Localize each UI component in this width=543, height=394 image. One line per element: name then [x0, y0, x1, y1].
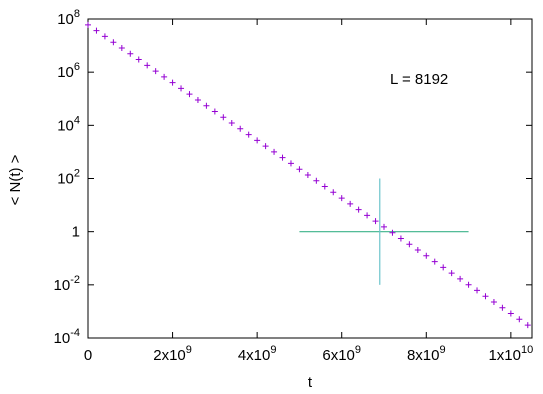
point — [338, 195, 345, 202]
y-tick-label: 10-4 — [54, 327, 80, 347]
x-axis-label: t — [308, 374, 313, 391]
point — [389, 229, 396, 236]
point — [237, 125, 244, 132]
point — [313, 177, 320, 184]
y-axis-label: < N(t) > — [7, 154, 24, 205]
point — [194, 96, 201, 103]
point — [93, 27, 100, 34]
point — [423, 252, 430, 259]
point — [135, 56, 142, 63]
point — [431, 258, 438, 265]
y-tick-label: 108 — [57, 8, 80, 28]
x-tick-label: 8x109 — [407, 344, 446, 364]
y-tick-label: 10-2 — [54, 274, 80, 294]
point — [101, 33, 108, 40]
x-tick-label: 2x109 — [153, 344, 192, 364]
point — [524, 322, 531, 329]
point — [507, 310, 514, 317]
point — [321, 183, 328, 190]
point — [516, 316, 523, 323]
x-tick-label: 4x109 — [238, 344, 277, 364]
point — [465, 281, 472, 288]
point — [220, 114, 227, 121]
y-tick-label: 102 — [57, 168, 80, 188]
point — [85, 21, 91, 28]
point — [304, 171, 311, 178]
point — [330, 189, 337, 196]
point — [245, 131, 252, 138]
x-tick-label: 0 — [84, 347, 92, 364]
point — [296, 166, 303, 173]
point — [347, 200, 354, 207]
point — [211, 108, 218, 115]
point — [203, 102, 210, 109]
point — [406, 241, 413, 248]
point — [474, 287, 481, 294]
point — [262, 143, 269, 150]
point — [254, 137, 261, 144]
point — [279, 154, 286, 161]
point — [228, 120, 235, 127]
point — [457, 275, 464, 282]
annotation: L = 8192 — [390, 71, 448, 88]
point — [490, 299, 497, 306]
point — [127, 50, 134, 57]
point — [118, 44, 125, 51]
point — [364, 212, 371, 219]
point — [178, 85, 185, 92]
point — [110, 39, 117, 46]
point — [186, 91, 193, 98]
y-tick-label: 106 — [57, 61, 80, 81]
point — [397, 235, 404, 242]
point — [381, 223, 387, 230]
plot-frame — [87, 18, 533, 339]
x-tick-label: 1x1010 — [488, 344, 533, 364]
point — [482, 293, 489, 300]
x-tick-label: 6x109 — [322, 344, 361, 364]
y-tick-label: 104 — [57, 114, 80, 134]
point — [355, 206, 362, 213]
point — [144, 62, 151, 69]
point — [448, 270, 455, 277]
point — [152, 68, 159, 75]
point — [414, 247, 421, 254]
point — [287, 160, 294, 167]
point — [271, 148, 278, 155]
point — [440, 264, 447, 271]
y-tick-label: 1 — [72, 224, 80, 241]
point — [169, 79, 176, 86]
point — [161, 73, 168, 80]
point — [499, 304, 506, 311]
point — [372, 218, 379, 225]
